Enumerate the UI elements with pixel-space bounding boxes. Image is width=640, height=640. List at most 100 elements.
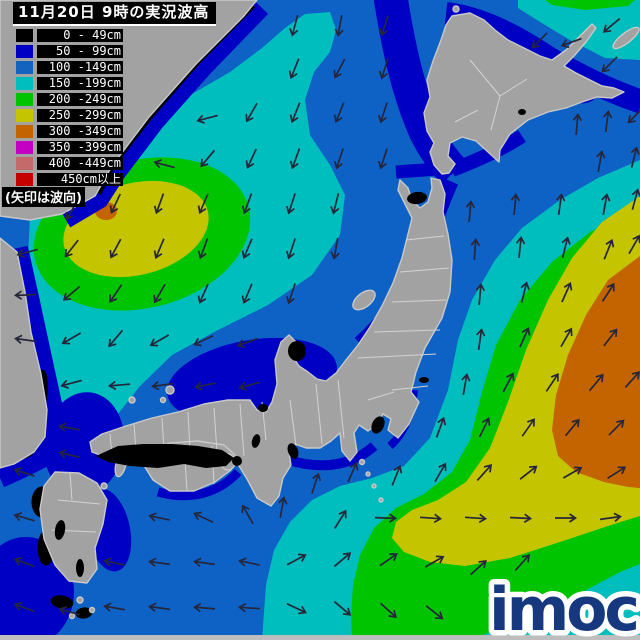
wave-arrow: [58, 449, 80, 459]
wave-arrow: [378, 15, 389, 37]
wave-arrow: [62, 285, 81, 301]
wave-arrow: [333, 102, 345, 124]
legend-range-label: 450cm以上: [37, 173, 123, 186]
oki-island-2: [159, 396, 167, 404]
wave-arrow: [245, 102, 258, 123]
pacific-orange-core: [552, 256, 640, 488]
wave-arrow: [13, 556, 35, 568]
wave-arrow: [491, 608, 511, 622]
wave-arrow: [465, 200, 476, 223]
wave-arrow: [333, 552, 352, 568]
shallow-black-bays: [54, 109, 526, 577]
wave-arrow: [555, 513, 578, 523]
wave-arrow: [193, 602, 216, 613]
wave-arrow: [377, 148, 388, 170]
wave-height-legend: 0 - 49cm 50 - 99cm 100 -149cm 150 -199cm 20…: [16, 29, 123, 189]
wave-arrow: [13, 601, 35, 613]
legend-row: 200 -249cm: [16, 93, 123, 109]
legend-range-label: 150 -199cm: [37, 77, 123, 90]
wave-arrow: [545, 373, 559, 392]
wave-arrow: [560, 327, 573, 348]
wave-arrow: [14, 334, 37, 344]
toyama-bay: [288, 341, 306, 361]
wave-arrow: [58, 422, 80, 432]
wave-arrow: [588, 373, 604, 392]
legend-color-swatch: [16, 157, 33, 170]
south-kyushu-islet-3: [68, 612, 76, 620]
legend-row: 0 - 49cm: [16, 29, 123, 45]
legend-row: 100 -149cm: [16, 61, 123, 77]
wave-arrow: [379, 553, 398, 567]
wave-arrow: [347, 462, 359, 483]
wave-arrow: [333, 58, 346, 79]
kyushu-island: [39, 471, 108, 584]
wave-arrow: [434, 462, 447, 483]
wave-arrow: [333, 600, 352, 616]
wave-arrow: [278, 496, 288, 518]
wave-arrow: [603, 238, 615, 260]
wave-arrow: [330, 193, 340, 215]
wave-arrow: [241, 504, 254, 525]
wave-arrow: [311, 472, 322, 494]
legend-range-label: 400 -449cm: [37, 157, 123, 170]
wave-arrow: [109, 284, 123, 303]
wave-arrow: [200, 149, 216, 168]
hokkaido-lake: [518, 109, 526, 115]
legend-row: 50 - 99cm: [16, 45, 123, 61]
wave-arrow: [509, 513, 533, 523]
tokyo-bay: [371, 416, 385, 434]
wave-arrow: [476, 328, 486, 351]
wave-arrow: [289, 15, 299, 37]
wave-arrow: [435, 416, 447, 438]
legend-color-swatch: [16, 173, 33, 186]
legend-row: 300 -349cm: [16, 125, 123, 141]
mishima-island: [128, 396, 136, 404]
wave-arrow: [514, 554, 531, 572]
wakasa-bay: [258, 404, 268, 412]
wave-arrow: [596, 150, 606, 172]
wave-arrow: [153, 238, 165, 260]
south-kyushu-islet-1: [76, 596, 84, 604]
wave-arrow: [502, 372, 515, 393]
wave-arrow: [419, 513, 443, 524]
wave-arrow: [148, 602, 171, 612]
legend-note: (矢印は波向): [2, 187, 85, 207]
iki-island: [100, 482, 108, 490]
wave-arrow: [148, 512, 170, 522]
wave-arrow: [515, 236, 526, 259]
wave-arrow: [153, 193, 165, 215]
wave-arrow: [601, 56, 618, 73]
wave-arrow: [285, 193, 296, 215]
wave-arrow: [193, 557, 216, 567]
wave-arrow: [193, 511, 214, 523]
wave-arrow: [108, 380, 131, 391]
wave-arrow: [151, 381, 174, 391]
kunashiri-island: [612, 26, 640, 50]
lake-kasumigaura: [419, 377, 429, 383]
wave-arrow: [237, 602, 261, 613]
wave-arrow: [630, 146, 640, 168]
wave-arrow: [599, 512, 622, 522]
oki-island: [165, 385, 175, 395]
wave-arrow: [238, 557, 260, 567]
wave-arrow: [561, 282, 573, 303]
wave-arrow: [391, 464, 403, 486]
osaka-bay: [232, 456, 242, 466]
bottom-edge-strip: [0, 635, 640, 640]
wave-arrow: [196, 114, 218, 124]
wave-arrow: [197, 283, 209, 304]
wave-arrow: [58, 606, 80, 616]
wave-arrow: [601, 193, 611, 215]
wave-arrow: [194, 381, 216, 391]
ariake-sea: [54, 520, 66, 540]
legend-row: 350 -399cm: [16, 141, 123, 157]
wave-arrow: [330, 238, 340, 260]
legend-range-label: 100 -149cm: [37, 61, 123, 74]
wave-arrow: [425, 605, 444, 620]
sado-island: [352, 289, 376, 311]
wave-arrow: [148, 557, 171, 567]
legend-color-swatch: [16, 141, 33, 154]
wave-arrow: [627, 107, 640, 124]
wave-arrow: [149, 334, 170, 347]
wave-arrow: [16, 248, 38, 258]
